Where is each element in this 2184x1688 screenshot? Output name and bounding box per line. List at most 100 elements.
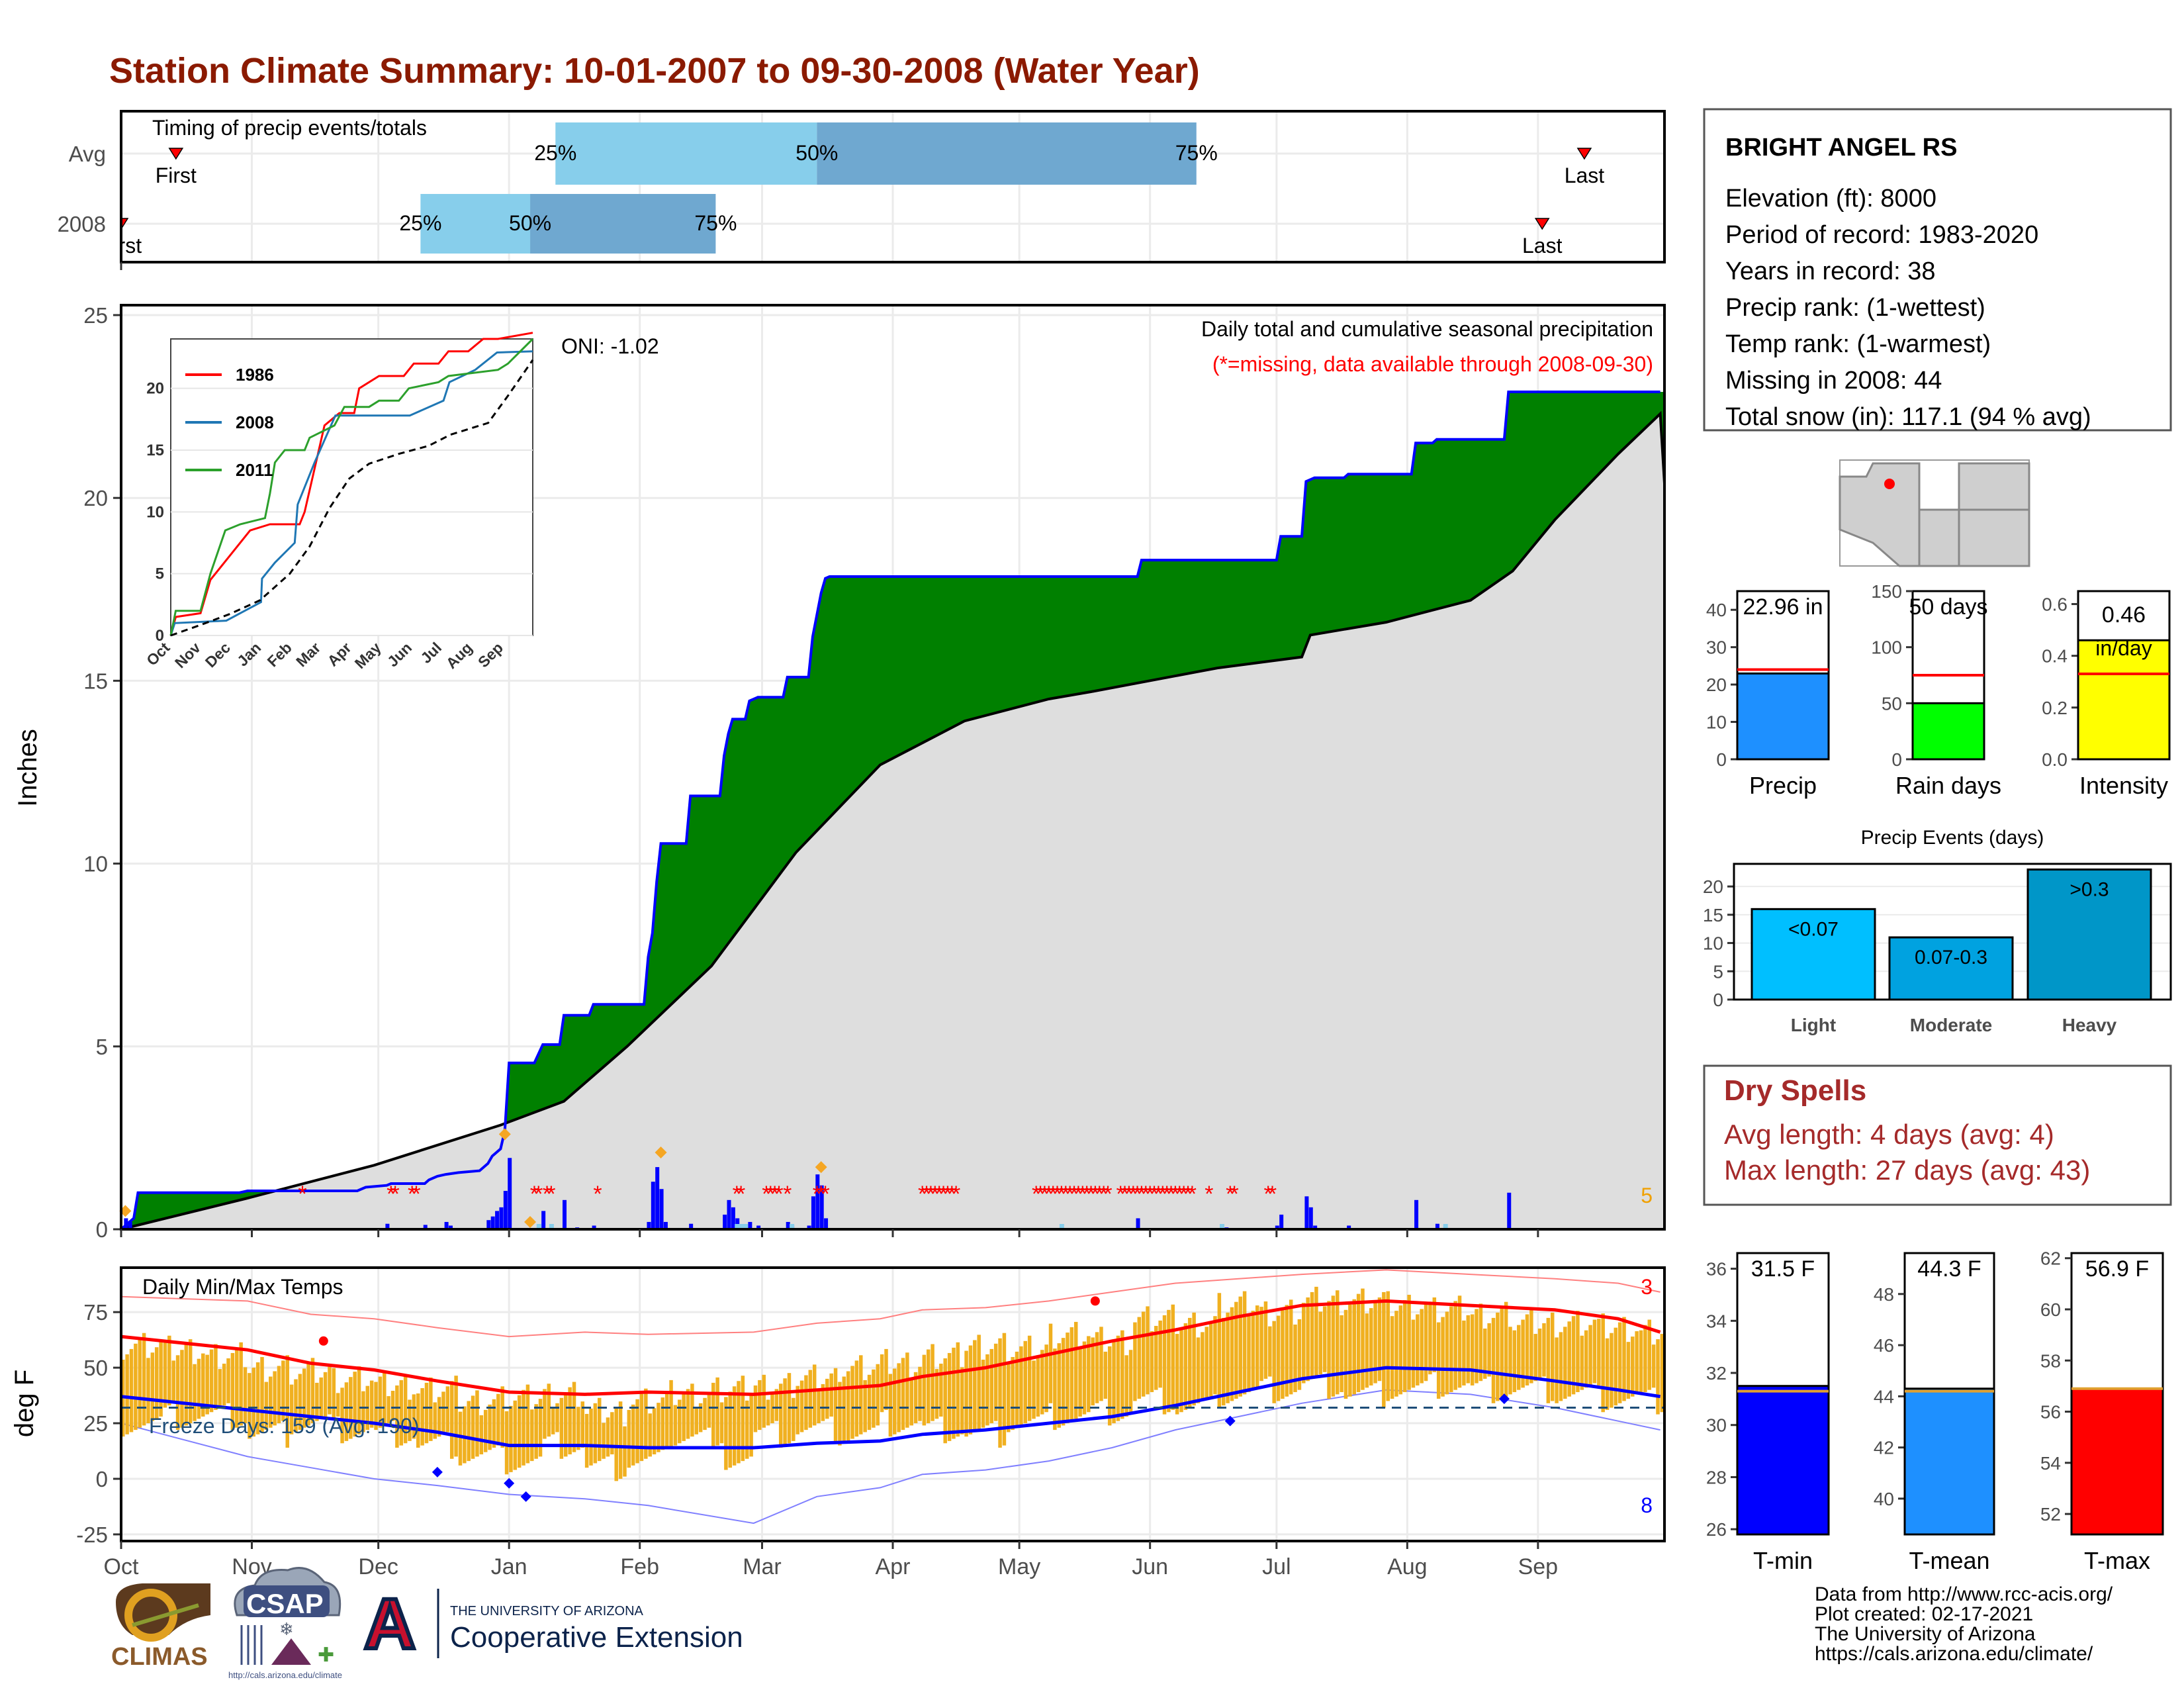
daily-temp-bar [694,1408,699,1434]
daily-temp-bar [289,1384,294,1434]
missing-day-marker: * [530,1182,539,1207]
y-axis-label: Inches [13,729,42,807]
daily-temp-bar [154,1347,159,1419]
missing-day-marker: * [1078,1182,1087,1207]
daily-temp-bar [1651,1344,1656,1388]
daily-temp-bar [1263,1301,1268,1379]
daily-temps-panel: -25 0 25 50 75 Daily Min/Max Temps Freeze Days… [10,1266,1666,1579]
daily-temp-bar [378,1376,383,1428]
daily-temp-bar [993,1343,998,1421]
daily-precip-bar [647,1221,651,1229]
inset-series-line [169,338,534,636]
daily-precip-bar [444,1221,449,1229]
daily-temp-bar [408,1399,412,1441]
missing-day-marker: * [412,1182,420,1207]
daily-temp-bar [369,1380,374,1428]
daily-temp-bar [273,1371,277,1426]
daily-precip-bar [807,1225,811,1229]
missing-day-marker: * [1082,1182,1091,1207]
daily-temp-bar [1605,1338,1610,1410]
daily-temp-bar [184,1344,189,1426]
daily-temp-bar [893,1368,897,1434]
daily-temp-bar [863,1380,867,1432]
daily-temp-bar [403,1374,408,1444]
cumulative-2008-line [120,391,1661,1231]
daily-temp-bar [1019,1346,1023,1426]
snow-marker [536,1224,541,1229]
daily-temp-bar [1066,1333,1069,1424]
daily-precip-bar [731,1207,735,1229]
daily-precip-bar [1136,1218,1140,1229]
y-tick-label: 10 [1706,712,1727,733]
value-label: 22.96 in [1743,594,1823,620]
timing-frame [120,110,1666,263]
daily-temp-bar [1496,1312,1500,1401]
daily-temp-bar [796,1385,799,1434]
daily-precip-bar [1313,1225,1318,1229]
snow-marker [1443,1224,1448,1229]
csap-text: CSAP [246,1588,324,1619]
daily-temp-bar [1120,1330,1124,1419]
daily-temp-bar [644,1388,648,1459]
inset-y-tick-label: 5 [156,565,164,583]
daily-temp-bar [1449,1306,1453,1393]
daily-temp-bar [538,1399,543,1457]
daily-temp-bar [1044,1344,1048,1413]
timing-row-label: Avg [69,142,106,166]
daily-temp-bar [872,1369,876,1428]
daily-temp-bar [1318,1311,1323,1375]
daily-temp-bar [1327,1301,1331,1399]
daily-temp-bar [1635,1331,1639,1395]
temp-summary-panel: 26 28 30 32 34 36 31.5 F T-min 40 42 44 46 48 44.3 F T… [1706,1248,2164,1574]
y-tick-label: 34 [1706,1311,1727,1331]
page-title: Station Climate Summary: 10-01-2007 to 0… [109,51,1200,91]
daily-precip-bar [786,1221,790,1229]
daily-temp-bar [1479,1303,1483,1382]
daily-temp-bar [353,1372,357,1437]
cactus-icon: ✚ [318,1644,334,1666]
daily-temp-bar [344,1382,349,1441]
extreme-event-marker [655,1146,667,1158]
timing-bar-q50-q75 [530,194,716,254]
ua-line1: THE UNIVERSITY OF ARIZONA [450,1604,644,1618]
daily-temp-bar [1407,1294,1411,1390]
missing-day-marker: * [1179,1182,1188,1207]
missing-day-marker: * [934,1182,943,1207]
daily-precip-bar [490,1216,495,1229]
y-tick-label: 32 [1706,1363,1727,1383]
daily-temp-bar [973,1340,977,1432]
daily-temp-bar [1617,1322,1622,1403]
daily-temp-bar [1343,1309,1348,1399]
value-label: 31.5 F [1751,1256,1815,1282]
missing-day-marker: * [387,1182,395,1207]
daily-temp-bar [1242,1291,1247,1395]
inset-series-line [169,350,533,636]
daily-temp-bar [753,1385,758,1432]
daily-temp-bar [1436,1322,1441,1399]
daily-temp-bar [1146,1306,1150,1395]
record-low-count: 8 [1641,1493,1653,1517]
daily-temp-bar [319,1377,323,1419]
daily-temp-bar [1411,1319,1416,1388]
y-tick-label: 50 [1882,693,1902,714]
daily-temp-bar [1441,1317,1445,1397]
daily-temp-bar [876,1364,880,1426]
y-tick-label: 25 [83,303,108,328]
daily-temp-bar [952,1347,956,1439]
daily-temp-bar [226,1358,230,1403]
y-tick-label: 20 [1703,876,1723,897]
record-high-count: 3 [1641,1275,1653,1299]
daily-temp-bar [939,1364,943,1417]
missing-day-marker: * [1175,1182,1184,1207]
daily-temp-bar [1390,1316,1394,1399]
daily-temp-bar [749,1395,753,1457]
timing-bar-q25-q50 [555,122,817,185]
daily-temp-bar [1555,1337,1559,1403]
daily-temp-bar [306,1363,310,1426]
daily-temp-bar [1226,1312,1230,1403]
daily-temp-bar [1201,1332,1205,1401]
missing-day-marker: * [1167,1182,1175,1207]
daily-temp-bar [1268,1326,1272,1377]
csap-url: http://cals.arizona.edu/climate [228,1670,342,1680]
